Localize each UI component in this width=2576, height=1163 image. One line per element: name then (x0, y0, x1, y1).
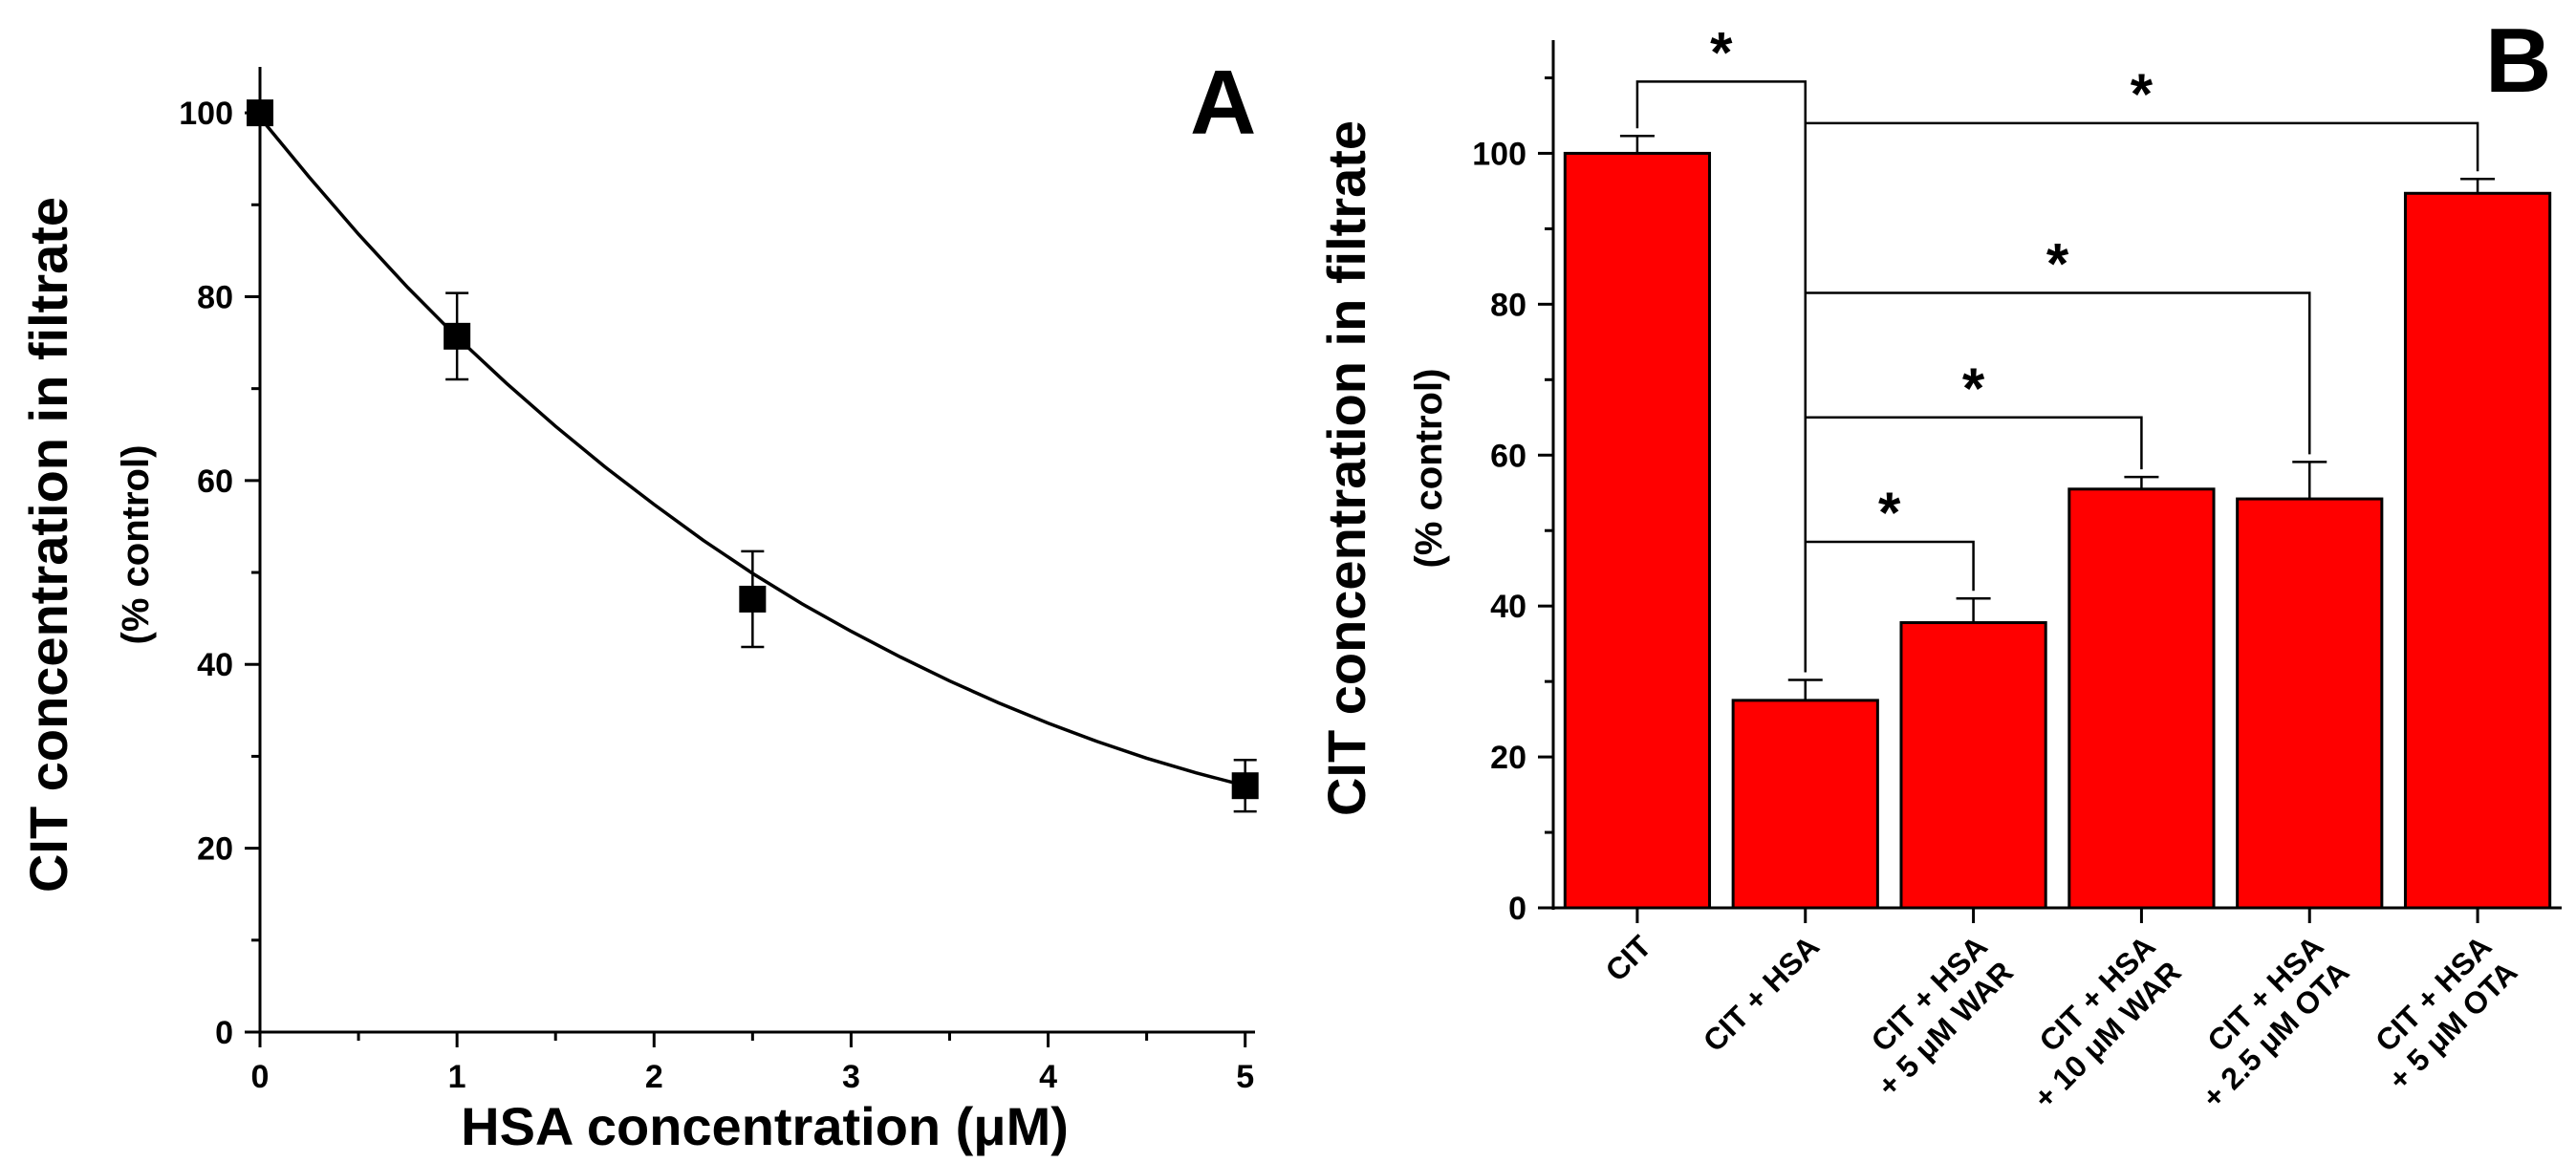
panel-b-y-tick-label: 0 (1508, 891, 1526, 927)
panel-b-bar (1563, 151, 1712, 910)
panel-b-bar (1899, 621, 2047, 910)
panel-b: B CIT concentration in filtrate (% contr… (1316, 10, 2562, 1115)
panel-a-data-point (1231, 772, 1259, 800)
panel-b-plot-area: * * * * * (1563, 20, 2552, 910)
panel-b-bar (2236, 497, 2384, 910)
panel-a-letter: A (1190, 52, 1256, 154)
panel-b-category-label: CIT + HSA+ 5 μM OTA (2369, 929, 2523, 1097)
panel-a-x-tick-label: 1 (448, 1059, 466, 1095)
panel-b-axes (1551, 40, 2562, 910)
panel-b-category-label-line: CIT (1598, 929, 1657, 988)
panel-a-data-point (444, 322, 471, 350)
panel-b-bar (1731, 699, 1879, 910)
panel-b-y-tick-label: 100 (1472, 136, 1526, 172)
panel-a-x-tick-label: 3 (842, 1059, 860, 1095)
panel-b-category-label: CIT + HSA+ 2.5 μM OTA (2196, 929, 2356, 1115)
panel-b-significance-bracket (1805, 416, 2143, 470)
panel-a-y-tick-label: 0 (215, 1015, 233, 1051)
panel-b-bar (2067, 487, 2216, 910)
panel-b-significance-star: * (2131, 62, 2154, 126)
panel-b-significance-star: * (2046, 232, 2069, 296)
panel-a-fit-curve (258, 116, 1246, 787)
panel-a-ticks: 0 20 40 60 80 100 0 1 2 3 4 5 (179, 96, 1254, 1095)
panel-b-category-label-line: CIT + HSA (1697, 929, 1826, 1058)
panel-a-y-axis-subtitle: (% control) (115, 445, 157, 645)
panel-b-letter: B (2485, 10, 2551, 112)
panel-a-x-tick-label: 0 (251, 1059, 270, 1095)
panel-b-y-tick-label: 40 (1490, 589, 1526, 625)
panel-a-y-tick-label: 60 (197, 463, 233, 500)
panel-a-y-axis-title: CIT concentration in filtrate (18, 197, 78, 893)
panel-a-x-tick-label: 4 (1039, 1059, 1057, 1095)
panel-b-y-axis-title: CIT concentration in filtrate (1316, 120, 1376, 816)
panel-a-data-point (739, 585, 767, 613)
panel-b-category-label: CIT + HSA+ 5 μM WAR (1865, 929, 2020, 1103)
panel-a-plot-area (247, 99, 1259, 813)
panel-b-significance-bracket (1805, 291, 2311, 455)
panel-a-y-tick-label: 20 (197, 831, 233, 868)
panel-a-y-tick-label: 100 (179, 96, 233, 132)
panel-b-significance-star: * (1878, 481, 1901, 545)
panel-b-y-tick-label: 20 (1490, 740, 1526, 776)
panel-b-significance-star: * (1962, 356, 1985, 420)
panel-b-significance-bracket (1805, 540, 1975, 592)
panel-b-significance-star: * (1710, 20, 1733, 84)
panel-a-x-tick-label: 5 (1236, 1059, 1254, 1095)
panel-a-y-tick-label: 40 (197, 647, 233, 683)
panel-b-category-label: CIT (1598, 929, 1657, 988)
panel-a-x-axis-title: HSA concentration (μM) (461, 1096, 1069, 1156)
panel-b-bar (2403, 191, 2552, 910)
panel-b-y-axis-subtitle: (% control) (1408, 369, 1450, 569)
panel-b-category-label: CIT + HSA (1697, 929, 1826, 1058)
panel-b-y-tick-label: 80 (1490, 287, 1526, 323)
panel-a-axes (258, 67, 1255, 1034)
panel-b-significance-bracket (1805, 121, 2479, 172)
panel-b-y-tick-label: 60 (1490, 438, 1526, 474)
panel-a-data-point (247, 99, 273, 127)
panel-a-y-tick-label: 80 (197, 279, 233, 315)
panel-a: A HSA concentration (μM) CIT concentrati… (18, 52, 1259, 1156)
panel-b-category-label: CIT + HSA+ 10 μM WAR (2027, 929, 2188, 1115)
panel-a-x-tick-label: 2 (645, 1059, 663, 1095)
